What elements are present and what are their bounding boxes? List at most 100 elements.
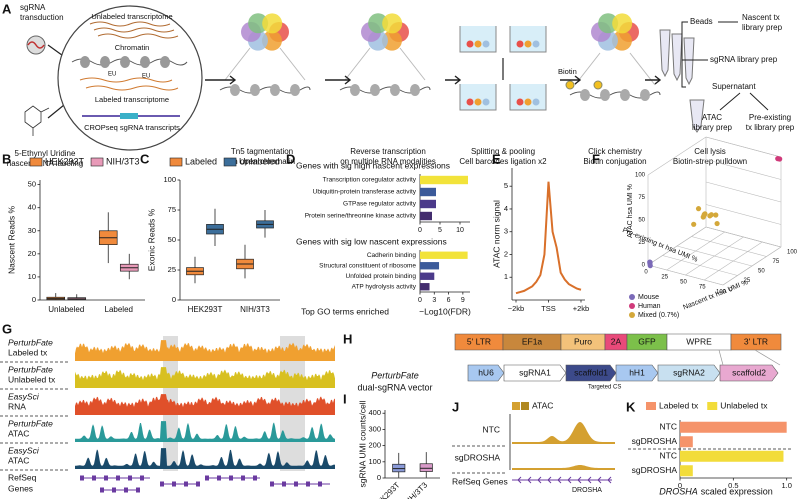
x-tick-label: 5 bbox=[438, 227, 442, 234]
label: Biotin conjugation bbox=[583, 157, 646, 166]
y-tick-label: 30 bbox=[28, 226, 36, 235]
y-tick-label: 40 bbox=[28, 203, 36, 212]
exon bbox=[184, 481, 188, 487]
bar bbox=[420, 251, 468, 259]
label: PerturbFate bbox=[8, 337, 53, 347]
cell bbox=[516, 40, 524, 48]
y-axis-label: sgRNA UMI counts/cell bbox=[357, 400, 367, 487]
category-label: ATP hydrolysis activity bbox=[352, 283, 417, 290]
arrow bbox=[445, 75, 462, 85]
z-tick-label: 100 bbox=[635, 173, 646, 179]
y-tick-label: 5 bbox=[504, 181, 508, 190]
label: WPRE bbox=[686, 336, 712, 346]
cell bbox=[482, 40, 490, 48]
nucleosome bbox=[80, 56, 90, 68]
nucleosome bbox=[140, 56, 150, 68]
legend-label: Labeled bbox=[185, 156, 217, 166]
bar bbox=[680, 421, 787, 433]
label: RefSeq Genes bbox=[452, 476, 508, 486]
bar bbox=[420, 272, 435, 280]
label: Pre-existing bbox=[749, 113, 791, 122]
x-tick-label: TSS bbox=[541, 304, 556, 313]
gene-arrow bbox=[597, 476, 602, 484]
zoom-lines bbox=[718, 349, 781, 366]
exon bbox=[196, 481, 200, 487]
grid-line bbox=[705, 204, 782, 225]
x-tick-label: 50 bbox=[680, 280, 687, 286]
exon bbox=[253, 475, 257, 481]
cell bbox=[381, 30, 402, 51]
y-tick-label: 75 bbox=[773, 259, 780, 265]
panel-letter: H bbox=[343, 331, 352, 346]
label: RNA bbox=[8, 401, 26, 411]
x-tick-label: 0 bbox=[418, 227, 422, 234]
point bbox=[695, 206, 702, 212]
y-tick-label: 0 bbox=[32, 295, 36, 304]
panel-letter: G bbox=[2, 321, 12, 336]
gene-arrow bbox=[567, 476, 572, 484]
cell bbox=[598, 13, 619, 34]
label: Nascent tx bbox=[742, 13, 780, 22]
y-tick-label: 300 bbox=[368, 424, 381, 433]
arrow bbox=[325, 75, 352, 85]
bar bbox=[680, 436, 693, 448]
label: scaffold1 bbox=[574, 367, 608, 377]
label: EU bbox=[142, 74, 150, 80]
cell bbox=[466, 98, 474, 106]
label: Tn5 tagmentation bbox=[231, 147, 293, 156]
z-tick-label: 50 bbox=[638, 218, 645, 224]
legend-label: Human bbox=[638, 303, 661, 310]
legend-swatch bbox=[629, 303, 635, 309]
label: EasySci bbox=[8, 445, 40, 455]
exon bbox=[124, 487, 128, 493]
well bbox=[459, 84, 497, 111]
nucleosome bbox=[620, 89, 630, 101]
y-tick-label: 50 bbox=[28, 180, 36, 189]
panel-letter: B bbox=[2, 151, 11, 166]
y-axis-label: Nascent Reads % bbox=[6, 206, 16, 274]
y-tick-label: 100 bbox=[368, 457, 381, 466]
cell bbox=[474, 40, 482, 48]
gene-arrow bbox=[577, 476, 582, 484]
transcript bbox=[89, 21, 171, 27]
label: scaffold2 bbox=[732, 367, 766, 377]
x-tick-label: Unlabeled bbox=[48, 305, 84, 314]
point bbox=[714, 220, 720, 227]
dna bbox=[71, 58, 188, 66]
legend-swatch bbox=[629, 294, 635, 300]
exon bbox=[160, 481, 164, 487]
virus-rna bbox=[27, 41, 45, 49]
label: Genes bbox=[8, 483, 33, 493]
signal-line bbox=[515, 181, 582, 295]
category-label: Protein serine/threonine kinase activity bbox=[305, 213, 417, 220]
arrow bbox=[719, 92, 769, 111]
arrow bbox=[681, 21, 708, 88]
bar bbox=[680, 465, 693, 477]
x-tick-label: 1.0 bbox=[781, 481, 791, 490]
vector-element bbox=[730, 333, 782, 351]
y-tick-label: 3 bbox=[504, 227, 508, 236]
exon bbox=[104, 475, 108, 481]
z-axis-label: ATAC hsa UMI % bbox=[627, 184, 634, 238]
legend-swatch bbox=[521, 402, 529, 410]
category-label: sgDROSHA bbox=[632, 465, 678, 475]
exon bbox=[270, 481, 274, 487]
cell bbox=[612, 13, 633, 34]
grid-line bbox=[705, 226, 782, 248]
label: dual-sgRNA vector bbox=[357, 382, 432, 392]
legend-label: Unlabeled bbox=[239, 156, 280, 166]
cell bbox=[524, 40, 532, 48]
label: Supernatant bbox=[712, 82, 756, 91]
vector-element bbox=[657, 364, 721, 382]
category-label: GTPase regulator activity bbox=[343, 201, 417, 208]
label: on open chromatin bbox=[229, 157, 295, 166]
exon bbox=[92, 475, 96, 481]
label: PerturbFate bbox=[8, 364, 53, 374]
label: ATAC bbox=[8, 455, 29, 465]
cell bbox=[532, 98, 540, 106]
panel-letter: D bbox=[286, 151, 295, 166]
cell bbox=[524, 98, 532, 106]
y-tick-label: 100 bbox=[163, 175, 176, 184]
nucleosome bbox=[580, 89, 590, 101]
